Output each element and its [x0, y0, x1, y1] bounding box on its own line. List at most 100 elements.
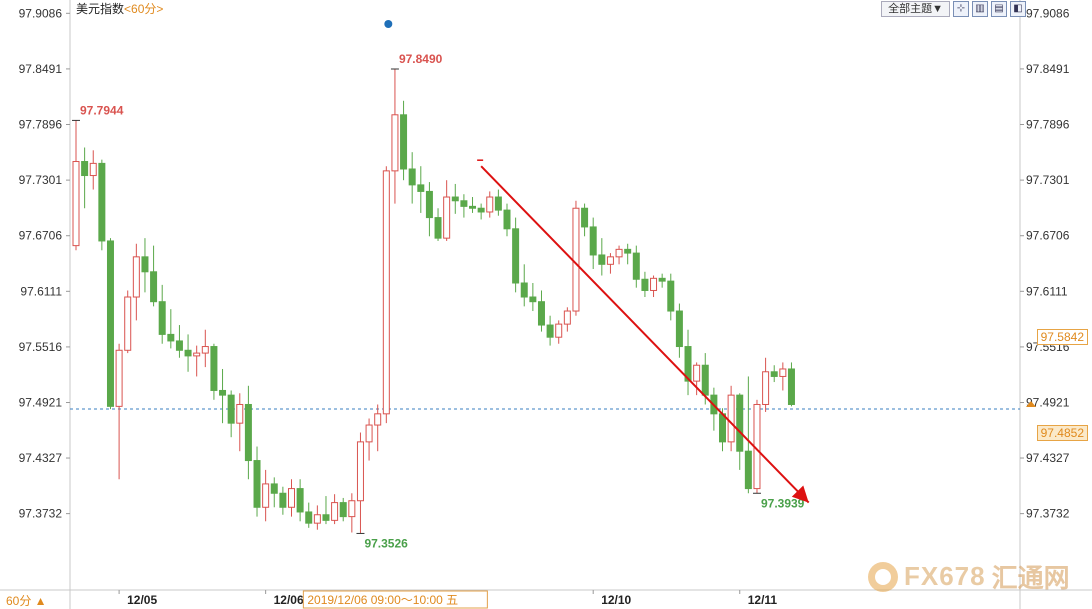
candle — [425, 182, 433, 237]
candle-body — [408, 168, 416, 186]
candle-body — [296, 488, 304, 513]
watermark-brand: FX678 — [904, 561, 986, 591]
y-tick-label-right: 97.6706 — [1026, 229, 1070, 243]
candle — [572, 200, 580, 316]
candle — [296, 479, 304, 522]
candle — [537, 290, 545, 332]
candle-body — [787, 368, 795, 405]
indicator-icon[interactable]: ▤ — [991, 1, 1007, 17]
candle — [606, 253, 614, 274]
candle-body — [684, 346, 692, 382]
candle — [787, 362, 795, 407]
candle-body — [89, 162, 97, 177]
candle — [744, 376, 752, 494]
candle — [624, 243, 632, 265]
candle — [451, 183, 459, 214]
candle-body — [339, 502, 347, 518]
candle-body — [132, 256, 140, 298]
candle-type-icon[interactable]: ▥ — [972, 1, 988, 17]
y-tick-label-left: 97.8491 — [19, 62, 63, 76]
candle-body — [770, 371, 778, 377]
candle — [339, 497, 347, 522]
candle-body — [572, 207, 580, 312]
candle — [598, 238, 606, 276]
candle-body — [736, 394, 744, 452]
candle-body — [236, 403, 244, 424]
candle — [615, 245, 623, 265]
candle — [779, 362, 787, 391]
candle-body — [503, 209, 511, 230]
x-tick-label: 12/11 — [748, 593, 778, 607]
crosshair-time-box — [302, 590, 488, 609]
candle — [563, 307, 571, 332]
last-price-tag: 97.4852 — [1036, 425, 1088, 441]
candle — [770, 365, 778, 383]
candle — [684, 329, 692, 396]
candle — [348, 493, 356, 533]
trend-arrow-head — [791, 485, 809, 503]
candle — [115, 343, 123, 480]
price-marker-icon — [1026, 400, 1036, 407]
candle — [520, 264, 528, 307]
candle-body — [150, 271, 158, 303]
candle-body — [486, 196, 494, 213]
candle-body — [675, 310, 683, 348]
candle-body — [219, 389, 227, 396]
trend-arrow-line — [480, 165, 810, 504]
candle-body — [667, 280, 675, 312]
high-label: 97.8490 — [399, 52, 443, 66]
candle — [382, 166, 390, 424]
candle — [305, 502, 313, 528]
candle — [486, 191, 494, 218]
x-tick-label: 12/05 — [127, 593, 157, 607]
candle-body — [391, 114, 399, 172]
candle-body — [520, 282, 528, 298]
y-tick-label-left: 97.6111 — [20, 284, 62, 298]
candle — [555, 320, 563, 344]
y-tick-label-left: 97.7301 — [19, 173, 63, 187]
candle-body — [460, 200, 468, 207]
candle — [589, 217, 597, 269]
candle — [72, 120, 80, 251]
candle — [762, 357, 770, 412]
candle — [356, 432, 364, 534]
candle — [494, 189, 502, 216]
candle-body — [615, 248, 623, 258]
candle-body — [658, 277, 666, 282]
candle — [727, 385, 735, 452]
y-tick-label-right: 97.8491 — [1026, 62, 1070, 76]
layout-icon[interactable]: ◧ — [1010, 1, 1026, 17]
y-tick-label-right: 97.4327 — [1026, 451, 1070, 465]
candle-body — [106, 240, 114, 407]
x-tick-label: 12/06 — [274, 593, 304, 607]
x-tick-label: 12/10 — [601, 593, 631, 607]
candle-body — [279, 492, 287, 508]
candle — [477, 203, 485, 220]
candle — [632, 245, 640, 288]
period-switch-button[interactable]: 60分 ▲ — [6, 594, 47, 608]
instrument-name: 美元指数 — [76, 2, 125, 16]
candle — [89, 150, 97, 190]
crosshair-icon[interactable]: ⊹ — [953, 1, 969, 17]
candle — [443, 180, 451, 241]
y-tick-label-left: 97.6706 — [19, 229, 63, 243]
candle — [253, 446, 261, 517]
theme-dropdown-button[interactable]: 全部主题▼ — [881, 1, 950, 17]
candle-body — [546, 324, 554, 338]
candle — [460, 194, 468, 218]
candle — [184, 334, 192, 372]
candle-body — [762, 371, 770, 405]
event-dot — [384, 20, 393, 28]
y-tick-label-right: 97.3732 — [1026, 507, 1070, 521]
candle — [288, 479, 295, 517]
candle — [193, 345, 201, 377]
candle — [158, 284, 166, 344]
candle — [279, 486, 287, 515]
candle-body — [227, 394, 235, 424]
candle-body — [167, 333, 175, 342]
candle-body — [443, 196, 451, 239]
y-tick-label-right: 97.4921 — [1026, 396, 1070, 410]
y-tick-label-left: 97.7896 — [19, 118, 63, 132]
candle — [175, 325, 183, 358]
